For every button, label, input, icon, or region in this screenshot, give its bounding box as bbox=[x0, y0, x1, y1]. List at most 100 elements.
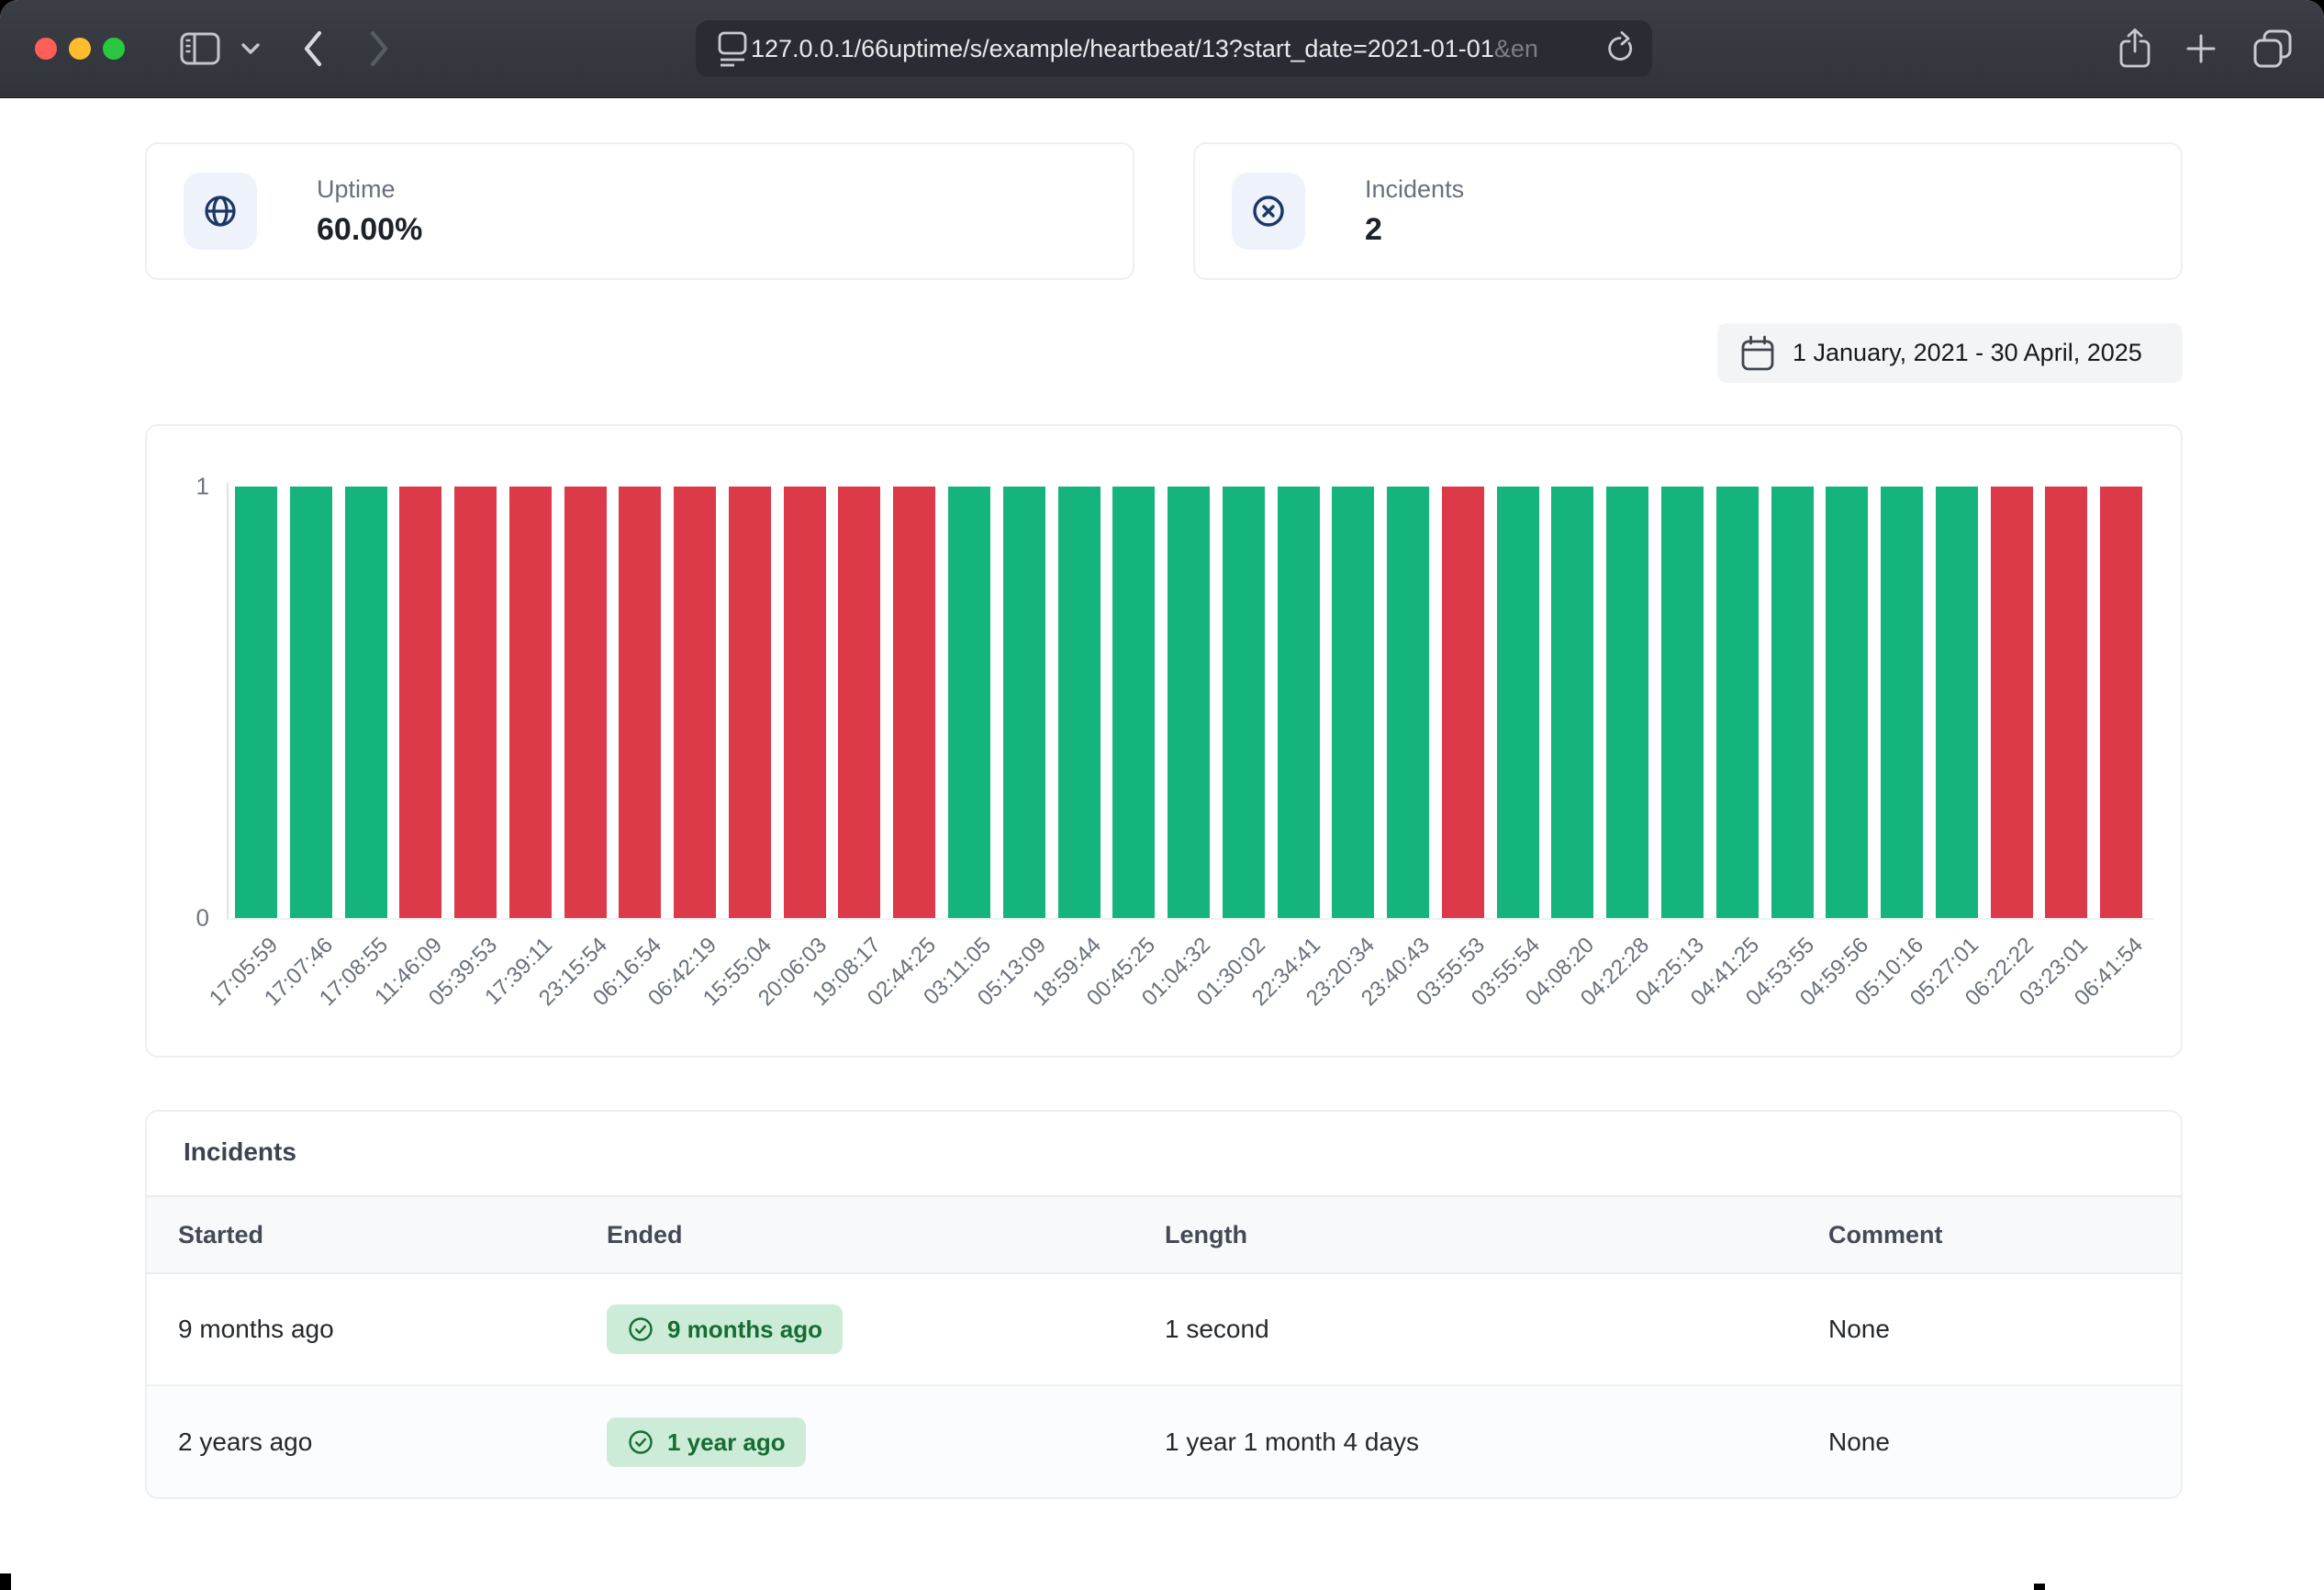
chevron-down-icon bbox=[241, 43, 260, 54]
incidents-table-card: Incidents Started Ended Length Comment 9… bbox=[145, 1110, 2183, 1499]
share-button[interactable] bbox=[2107, 0, 2162, 97]
incidents-stat-card: Incidents 2 bbox=[1193, 142, 2183, 280]
screen-artifact bbox=[0, 1573, 11, 1590]
incidents-icon-tile bbox=[1232, 173, 1305, 250]
column-header-started: Started bbox=[178, 1220, 264, 1248]
heartbeat-bar[interactable] bbox=[1002, 487, 1045, 918]
back-button[interactable] bbox=[292, 0, 334, 97]
heartbeat-bar[interactable] bbox=[344, 487, 387, 918]
cell-started: 9 months ago bbox=[178, 1315, 334, 1343]
incidents-value: 2 bbox=[1365, 211, 1382, 247]
heartbeat-bar[interactable] bbox=[1715, 487, 1759, 918]
heartbeat-bar[interactable] bbox=[1935, 487, 1978, 918]
heartbeat-bar[interactable] bbox=[1057, 487, 1101, 918]
heartbeat-bar[interactable] bbox=[1332, 487, 1375, 918]
column-header-length: Length bbox=[1165, 1220, 1247, 1248]
heartbeat-bar[interactable] bbox=[454, 487, 497, 918]
browser-toolbar: 127.0.0.1/66uptime/s/example/heartbeat/1… bbox=[0, 0, 2324, 98]
heartbeat-bar[interactable] bbox=[1387, 487, 1430, 918]
cell-comment: None bbox=[1828, 1428, 1890, 1456]
globe-icon bbox=[205, 196, 236, 227]
heartbeat-bar[interactable] bbox=[2045, 487, 2088, 918]
check-circle-icon bbox=[629, 1430, 653, 1454]
ended-status-badge: 1 year ago bbox=[607, 1417, 806, 1467]
heartbeat-bar[interactable] bbox=[2100, 487, 2143, 918]
cell-ended: 1 year ago bbox=[607, 1417, 1165, 1467]
date-range-label: 1 January, 2021 - 30 April, 2025 bbox=[1793, 339, 2142, 366]
cell-comment: None bbox=[1828, 1315, 1890, 1343]
incidents-label: Incidents bbox=[1365, 175, 1465, 204]
table-body: 9 months ago 9 months ago 1 second None 2 ye… bbox=[147, 1274, 2181, 1497]
heartbeat-bar[interactable] bbox=[619, 487, 662, 918]
heartbeat-bar[interactable] bbox=[1112, 487, 1156, 918]
heartbeat-bar[interactable] bbox=[1771, 487, 1814, 918]
column-header-comment: Comment bbox=[1828, 1220, 1943, 1248]
heartbeat-bar[interactable] bbox=[1661, 487, 1704, 918]
heartbeat-bar[interactable] bbox=[1606, 487, 1649, 918]
uptime-stat-card: Uptime 60.00% bbox=[145, 142, 1134, 280]
table-row: 2 years ago 1 year ago 1 year 1 month 4 da… bbox=[147, 1386, 2181, 1497]
uptime-value: 60.00% bbox=[317, 211, 423, 247]
heartbeat-bar[interactable] bbox=[1551, 487, 1594, 918]
heartbeat-bar[interactable] bbox=[289, 487, 332, 918]
ended-status-badge: 9 months ago bbox=[607, 1304, 844, 1354]
uptime-label: Uptime bbox=[317, 175, 396, 204]
reload-icon[interactable] bbox=[1604, 31, 1636, 66]
heartbeat-bar[interactable] bbox=[1496, 487, 1539, 918]
heartbeat-bar[interactable] bbox=[235, 487, 277, 918]
x-circle-icon bbox=[1253, 196, 1284, 227]
url-text: 127.0.0.1/66uptime/s/example/heartbeat/1… bbox=[751, 34, 1538, 62]
ended-badge-label: 9 months ago bbox=[667, 1315, 823, 1343]
heartbeat-bar[interactable] bbox=[1441, 487, 1484, 918]
cell-ended: 9 months ago bbox=[607, 1304, 1165, 1354]
incidents-table-title: Incidents bbox=[184, 1137, 296, 1166]
sidebar-menu-chevron[interactable] bbox=[235, 0, 266, 97]
chevron-right-icon bbox=[370, 30, 388, 67]
address-bar[interactable]: 127.0.0.1/66uptime/s/example/heartbeat/1… bbox=[696, 20, 1652, 77]
column-header-ended: Ended bbox=[607, 1220, 683, 1248]
y-axis-line bbox=[227, 483, 229, 920]
heartbeat-bar[interactable] bbox=[1990, 487, 2033, 918]
heartbeat-bar[interactable] bbox=[508, 487, 552, 918]
heartbeat-bar[interactable] bbox=[1881, 487, 1924, 918]
close-window-button[interactable] bbox=[35, 38, 57, 60]
tabs-icon bbox=[2253, 29, 2292, 68]
heartbeat-bar[interactable] bbox=[838, 487, 881, 918]
zoom-window-button[interactable] bbox=[103, 38, 125, 60]
share-icon bbox=[2119, 28, 2151, 68]
heartbeat-bar[interactable] bbox=[399, 487, 442, 918]
uptime-icon-tile bbox=[184, 173, 257, 250]
heartbeat-bar[interactable] bbox=[948, 487, 990, 918]
cell-started: 2 years ago bbox=[178, 1428, 313, 1456]
forward-button[interactable] bbox=[358, 0, 400, 97]
sidebar-icon bbox=[180, 32, 220, 65]
table-row: 9 months ago 9 months ago 1 second None bbox=[147, 1274, 2181, 1386]
cell-length: 1 year 1 month 4 days bbox=[1165, 1428, 1420, 1456]
heartbeat-bar[interactable] bbox=[893, 487, 936, 918]
table-header-row: Started Ended Length Comment bbox=[147, 1195, 2181, 1274]
heartbeat-bar[interactable] bbox=[728, 487, 771, 918]
sidebar-toggle-button[interactable] bbox=[176, 0, 224, 97]
screen-artifact bbox=[2034, 1584, 2045, 1590]
heartbeat-bar[interactable] bbox=[1277, 487, 1320, 918]
heartbeat-bar[interactable] bbox=[1826, 487, 1869, 918]
calendar-icon bbox=[1741, 335, 1774, 370]
heartbeat-bar[interactable] bbox=[564, 487, 607, 918]
tab-overview-button[interactable] bbox=[2241, 0, 2304, 97]
new-tab-button[interactable] bbox=[2173, 0, 2229, 97]
page-settings-icon bbox=[718, 31, 747, 67]
heartbeat-bar[interactable] bbox=[783, 487, 826, 918]
minimize-window-button[interactable] bbox=[69, 38, 91, 60]
heartbeat-bar[interactable] bbox=[1168, 487, 1211, 918]
plus-icon bbox=[2186, 34, 2216, 63]
cell-length: 1 second bbox=[1165, 1315, 1269, 1343]
heartbeat-bar[interactable] bbox=[1222, 487, 1265, 918]
check-circle-icon bbox=[629, 1317, 653, 1341]
chevron-left-icon bbox=[304, 30, 322, 67]
ended-badge-label: 1 year ago bbox=[667, 1428, 786, 1456]
y-axis-tick-max: 1 bbox=[196, 472, 209, 500]
heartbeat-chart-card: 1 0 17:05:59 17:07:46 17:08:55 11:46:09 05:3… bbox=[145, 424, 2183, 1058]
heartbeat-bar[interactable] bbox=[674, 487, 717, 918]
date-range-button[interactable]: 1 January, 2021 - 30 April, 2025 bbox=[1717, 323, 2183, 383]
